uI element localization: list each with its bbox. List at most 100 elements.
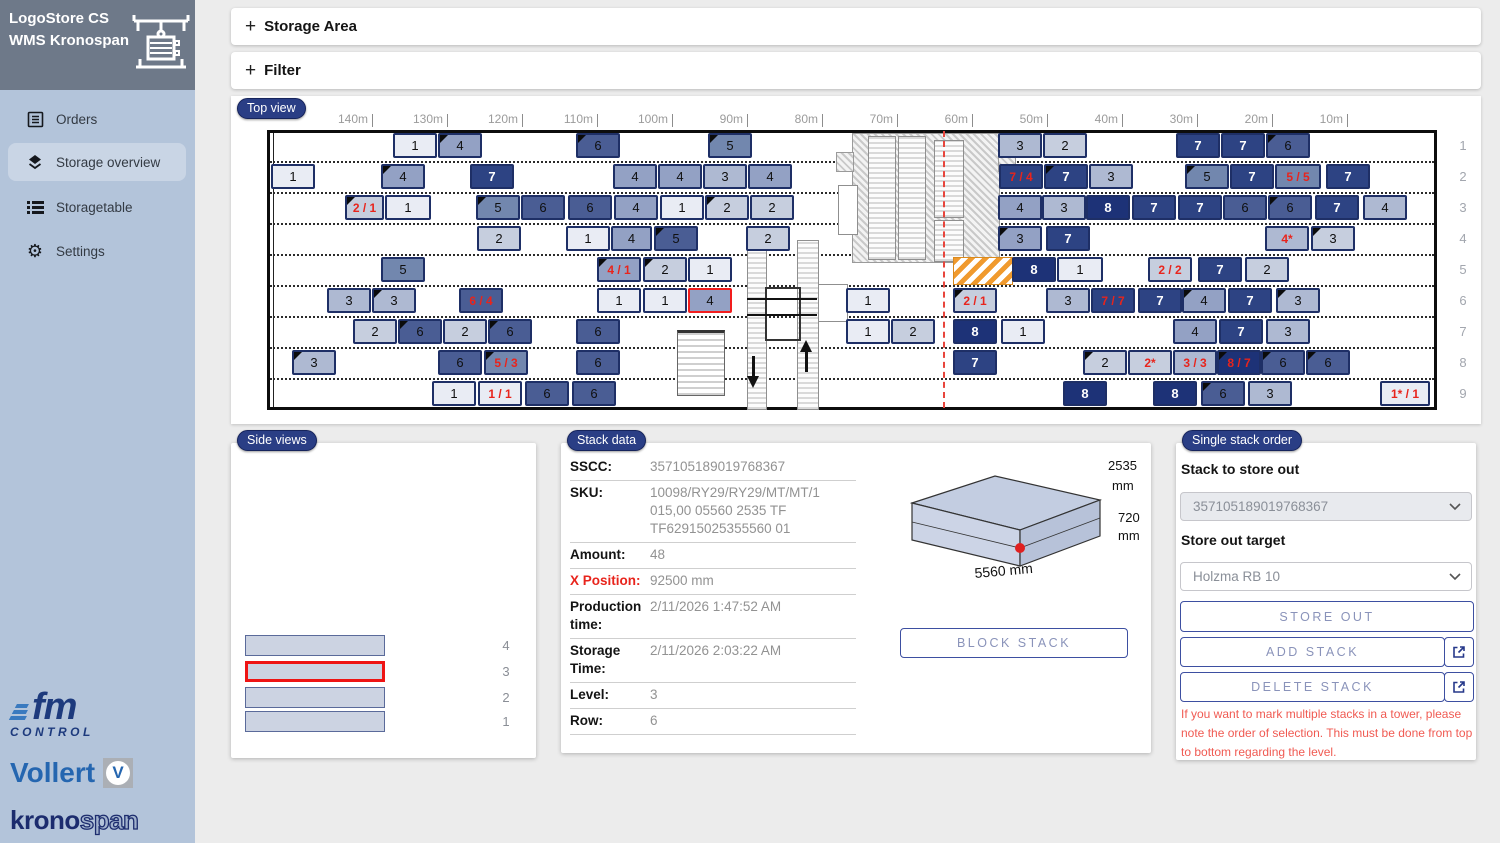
stack-box[interactable]: 8 bbox=[1063, 381, 1107, 406]
stack-box[interactable]: 7 bbox=[953, 350, 997, 375]
stack-box[interactable]: 4 bbox=[438, 133, 482, 158]
stack-box[interactable]: 7 bbox=[1315, 195, 1359, 220]
add-stack-external-button[interactable] bbox=[1444, 637, 1474, 667]
stack-box[interactable]: 2 bbox=[643, 257, 687, 282]
stack-box[interactable]: 7 / 4 bbox=[999, 164, 1043, 189]
stack-box[interactable]: 3 bbox=[292, 350, 336, 375]
stack-box[interactable]: 7 bbox=[1178, 195, 1222, 220]
side-view-level-selected[interactable] bbox=[245, 661, 385, 682]
stack-box[interactable]: 2 bbox=[750, 195, 794, 220]
stack-box[interactable]: 3 bbox=[372, 288, 416, 313]
stack-box[interactable]: 4 bbox=[1173, 319, 1217, 344]
stack-box[interactable]: 1 bbox=[660, 195, 704, 220]
stack-box[interactable]: 1 bbox=[846, 319, 890, 344]
stack-box[interactable]: 3 bbox=[703, 164, 747, 189]
delete-stack-button[interactable]: DELETE STACK bbox=[1180, 672, 1445, 702]
stack-box[interactable]: 8 bbox=[1153, 381, 1197, 406]
stack-box[interactable]: 2 bbox=[1083, 350, 1127, 375]
stack-box[interactable]: 3 bbox=[1046, 288, 1090, 313]
stack-box[interactable]: 3 bbox=[327, 288, 371, 313]
stack-box[interactable]: 5 bbox=[381, 257, 425, 282]
stack-box[interactable]: 2 / 1 bbox=[953, 288, 997, 313]
stack-box[interactable]: 8 bbox=[1086, 195, 1130, 220]
stack-box[interactable]: 6 bbox=[568, 195, 612, 220]
stack-box[interactable]: 4 / 1 bbox=[597, 257, 641, 282]
stack-box[interactable]: 7 bbox=[1228, 288, 1272, 313]
stack-box[interactable]: 3 bbox=[1042, 195, 1086, 220]
stack-box[interactable]: 6 bbox=[488, 319, 532, 344]
stack-box[interactable]: 6 bbox=[1201, 381, 1245, 406]
stack-box[interactable]: 7 bbox=[1138, 288, 1182, 313]
stack-box[interactable]: 4 bbox=[381, 164, 425, 189]
stack-box[interactable]: 6 bbox=[1306, 350, 1350, 375]
stack-box[interactable]: 2 bbox=[1245, 257, 1289, 282]
filter-expander[interactable]: + Filter bbox=[231, 52, 1481, 89]
stack-box[interactable]: 4 bbox=[1363, 195, 1407, 220]
stack-box[interactable]: 6 bbox=[576, 319, 620, 344]
stack-box[interactable]: 8 / 7 bbox=[1217, 350, 1261, 375]
stack-box[interactable]: 1 bbox=[643, 288, 687, 313]
stack-box[interactable]: 6 bbox=[521, 195, 565, 220]
sidebar-item-orders[interactable]: Orders bbox=[8, 100, 186, 138]
stack-box[interactable]: 7 bbox=[1046, 226, 1090, 251]
side-view-level[interactable] bbox=[245, 635, 385, 656]
stack-box[interactable]: 3 / 3 bbox=[1173, 350, 1217, 375]
stack-box[interactable]: 5 bbox=[708, 133, 752, 158]
storage-area-expander[interactable]: + Storage Area bbox=[231, 8, 1481, 45]
stack-box[interactable]: 2* bbox=[1128, 350, 1172, 375]
sidebar-item-settings[interactable]: ⚙ Settings bbox=[8, 232, 186, 270]
stack-box[interactable]: 6 bbox=[576, 350, 620, 375]
stack-box[interactable]: 2 bbox=[353, 319, 397, 344]
stack-box[interactable]: 5 bbox=[1185, 164, 1229, 189]
stack-box[interactable]: 7 bbox=[1221, 133, 1265, 158]
stack-box[interactable]: 5 / 3 bbox=[484, 350, 528, 375]
stack-box[interactable]: 3 bbox=[998, 133, 1042, 158]
stack-box[interactable]: 4 bbox=[614, 195, 658, 220]
side-view-level[interactable] bbox=[245, 687, 385, 708]
stack-box[interactable]: 1 bbox=[688, 257, 732, 282]
stack-box[interactable]: 4 bbox=[1182, 288, 1226, 313]
stack-box[interactable]: 2 bbox=[891, 319, 935, 344]
stack-box[interactable]: 4 bbox=[748, 164, 792, 189]
stack-box[interactable]: 2 bbox=[477, 226, 521, 251]
stack-box[interactable]: 6 bbox=[1268, 195, 1312, 220]
stack-box[interactable]: 4* bbox=[1265, 226, 1309, 251]
stack-box[interactable]: 1 bbox=[1001, 319, 1045, 344]
stack-box[interactable]: 1 bbox=[597, 288, 641, 313]
block-stack-button[interactable]: BLOCK STACK bbox=[900, 628, 1128, 658]
stack-box[interactable]: 7 bbox=[1326, 164, 1370, 189]
stack-box-selected[interactable]: 4 bbox=[688, 288, 732, 313]
stack-box[interactable]: 4 bbox=[658, 164, 702, 189]
stack-box[interactable]: 2 / 2 bbox=[1148, 257, 1192, 282]
stack-box[interactable]: 8 bbox=[1012, 257, 1056, 282]
stack-box[interactable]: 2 bbox=[443, 319, 487, 344]
side-view-level[interactable] bbox=[245, 711, 385, 732]
stack-box[interactable]: 1 bbox=[393, 133, 437, 158]
stack-box[interactable]: 1 bbox=[432, 381, 476, 406]
stack-box[interactable]: 5 bbox=[654, 226, 698, 251]
stack-box[interactable]: 3 bbox=[1266, 319, 1310, 344]
stack-box[interactable]: 1 bbox=[271, 164, 315, 189]
delete-stack-external-button[interactable] bbox=[1444, 672, 1474, 702]
stack-box[interactable]: 2 bbox=[746, 226, 790, 251]
stack-box[interactable]: 7 bbox=[1176, 133, 1220, 158]
stack-box[interactable]: 7 bbox=[1198, 257, 1242, 282]
stack-box[interactable]: 8 bbox=[953, 319, 997, 344]
stack-box[interactable]: 6 bbox=[572, 381, 616, 406]
stack-box[interactable]: 2 bbox=[705, 195, 749, 220]
stack-box[interactable]: 1 bbox=[1057, 257, 1103, 282]
stack-box[interactable]: 2 / 1 bbox=[345, 195, 384, 220]
stack-box[interactable]: 7 bbox=[470, 164, 514, 189]
sidebar-item-storage-overview[interactable]: Storage overview bbox=[8, 143, 186, 181]
stack-box[interactable]: 3 bbox=[1089, 164, 1133, 189]
stack-to-store-out-select[interactable]: 357105189019768367 bbox=[1180, 492, 1472, 521]
stack-box[interactable]: 6 bbox=[398, 319, 442, 344]
stack-box[interactable]: 1 / 1 bbox=[478, 381, 522, 406]
stack-box[interactable]: 5 / 5 bbox=[1275, 164, 1321, 189]
stack-box[interactable]: 6 bbox=[525, 381, 569, 406]
stack-box[interactable]: 7 bbox=[1132, 195, 1176, 220]
stack-box[interactable]: 7 / 7 bbox=[1091, 288, 1135, 313]
stack-box[interactable]: 4 bbox=[611, 226, 652, 251]
stack-box[interactable]: 6 / 4 bbox=[459, 288, 503, 313]
stack-box[interactable]: 6 bbox=[576, 133, 620, 158]
